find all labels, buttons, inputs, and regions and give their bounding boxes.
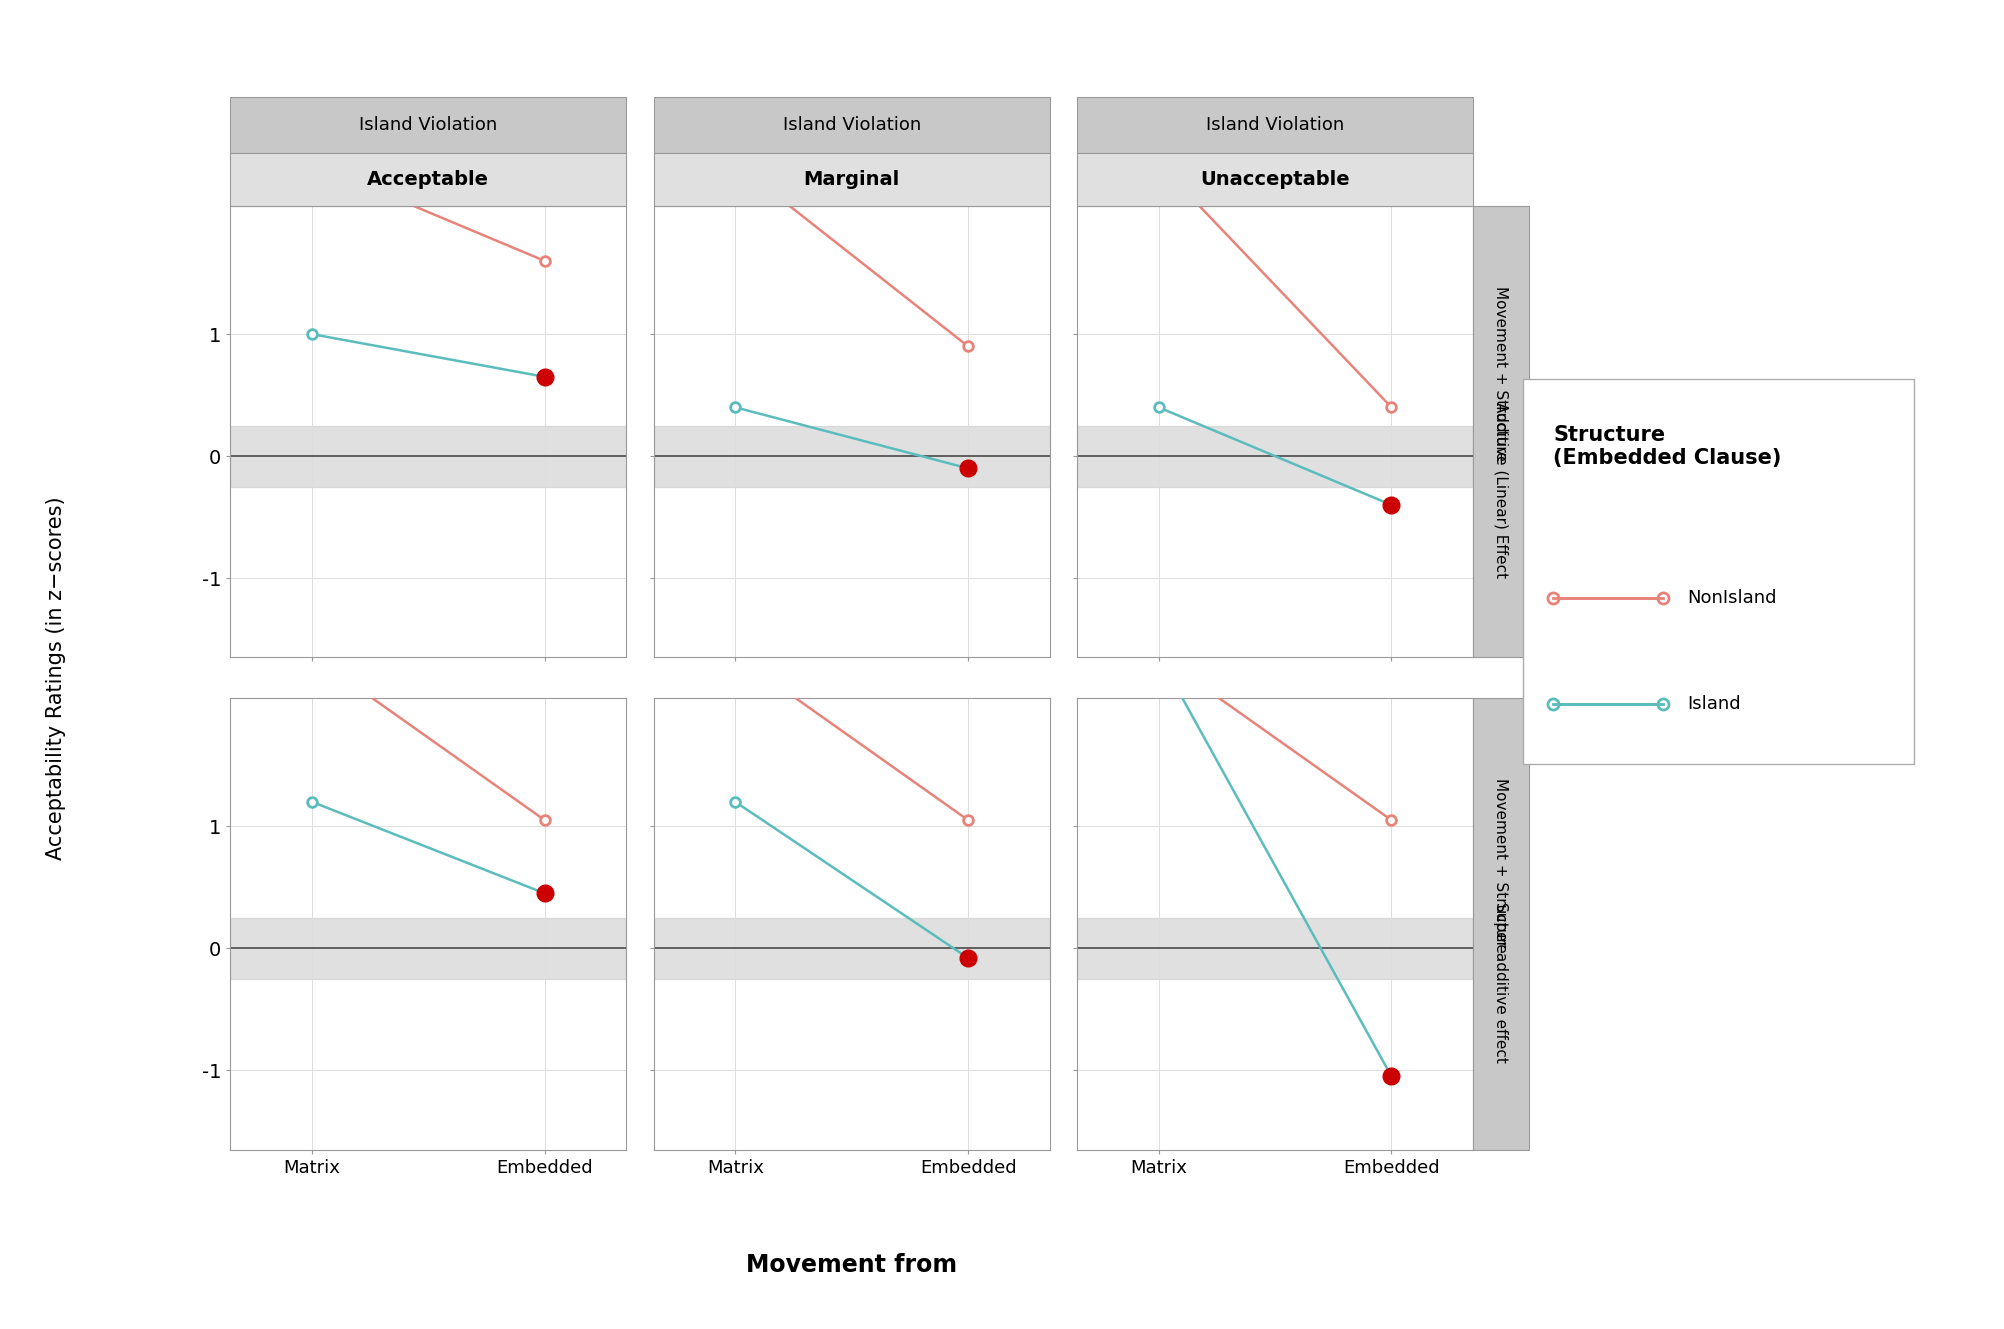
Text: Marginal: Marginal [804,170,900,189]
Bar [230,425,625,486]
Text: Unacceptable: Unacceptable [1200,170,1351,189]
Text: Acceptable: Acceptable [367,170,489,189]
Text: Structure
(Embedded Clause): Structure (Embedded Clause) [1553,425,1782,469]
Text: NonIsland: NonIsland [1687,589,1778,607]
Text: Acceptability Ratings (in z−scores): Acceptability Ratings (in z−scores) [46,496,66,860]
Text: Super additive effect: Super additive effect [1493,902,1509,1063]
Bar [1078,918,1473,978]
Text: Island: Island [1687,695,1741,714]
Text: Island Violation: Island Violation [784,116,920,134]
Bar [653,918,1050,978]
Text: Island Violation: Island Violation [359,116,497,134]
Bar [653,425,1050,486]
Text: Movement + Structure: Movement + Structure [1493,286,1509,460]
Text: Movement + Structure: Movement + Structure [1493,777,1509,953]
Text: Island Violation: Island Violation [1206,116,1345,134]
Text: Movement from: Movement from [745,1253,958,1277]
Bar [1078,425,1473,486]
Bar [230,918,625,978]
Text: Additive (Linear) Effect: Additive (Linear) Effect [1493,403,1509,578]
